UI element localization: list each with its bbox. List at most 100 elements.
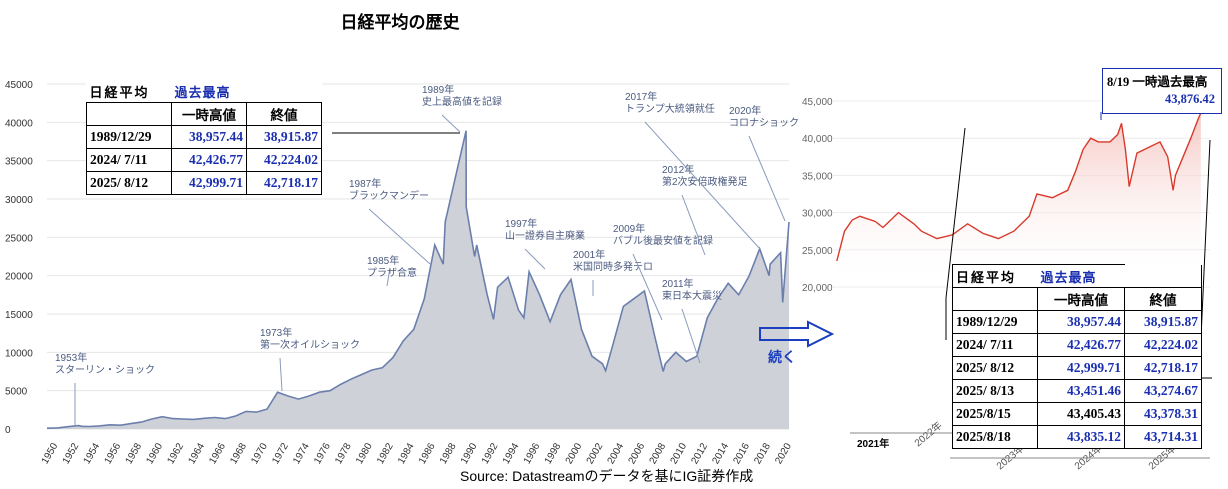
y-tick-label: 35000 [5, 157, 33, 168]
annotation-label: 史上最高値を記録 [422, 95, 502, 108]
y-tick-label: 40000 [5, 118, 33, 129]
annotation-label: 1997年 [505, 217, 537, 230]
table-header-intraday: 一時高値 [1037, 287, 1125, 311]
annotation-label: コロナショック [729, 117, 799, 129]
annotation-leader [279, 357, 283, 392]
continue-label: 続く [768, 350, 796, 366]
y-tick-label: 40,000 [802, 134, 833, 145]
x-tick-label: 2021年 [857, 437, 889, 450]
annotation-leader [386, 267, 391, 287]
table-cell-intraday: 43,405.43 [1037, 402, 1125, 426]
table-row: 1989/12/29 38,957.44 38,915.87 [952, 310, 1202, 334]
annotation-label: ブラックマンデー [349, 189, 429, 202]
y-tick-label: 30000 [5, 195, 33, 206]
series-line [836, 112, 1202, 262]
annotation-label: 2001年 [573, 248, 605, 261]
table-cell-intraday: 42,999.71 [1037, 356, 1125, 380]
annotation-label: 山一證券自主廃業 [505, 229, 585, 242]
table-cell-close: 43,274.67 [1124, 379, 1202, 403]
y-tick-label: 0 [5, 425, 11, 436]
table-title: 日経平均 [956, 270, 1017, 286]
table-cell-date: 2024/ 7/11 [952, 333, 1038, 357]
y-tick-label: 10000 [5, 348, 33, 359]
table-cell-intraday: 43,835.12 [1037, 425, 1125, 449]
source-note: Source: Datastreamのデータを基にIG証券作成 [460, 468, 754, 484]
table-row: 2024/ 7/11 42,426.77 42,224.02 [952, 333, 1202, 357]
table-header-empty [952, 287, 1038, 311]
callout-line1: 8/19 一時過去最高 [1107, 75, 1208, 89]
table-row: 2025/ 8/13 43,451.46 43,274.67 [952, 379, 1202, 403]
table-title: 日経平均 [89, 85, 150, 101]
table-cell-intraday: 38,957.44 [1037, 310, 1125, 334]
y-tick-label: 45000 [5, 80, 33, 91]
table-row: 2024/ 7/11 42,426.77 42,224.02 [86, 148, 322, 172]
area-fill [836, 113, 1201, 287]
table-cell-date: 2025/ 8/12 [86, 171, 172, 195]
x-tick-label: 2022年 [912, 419, 945, 450]
table-row: 2025/ 8/12 42,999.71 42,718.17 [952, 356, 1202, 380]
table-connector [945, 127, 966, 340]
table-title-blue: 過去最高 [1040, 270, 1097, 286]
table-cell-close: 43,378.31 [1124, 402, 1202, 426]
table-title-blue: 過去最高 [174, 85, 231, 101]
record-table-left: 日経平均 過去最高 一時高値 終値 1989/12/29 38,957.44 38,… [86, 80, 322, 195]
annotation-leader [681, 194, 706, 256]
page-title: 日経平均の歴史 [340, 13, 460, 33]
table-cell-close: 42,718.17 [1124, 356, 1202, 380]
table-cell-intraday: 38,957.44 [171, 125, 247, 149]
annotation-leader [441, 114, 461, 133]
annotation-label: 米国同時多発テロ [573, 260, 653, 273]
record-table-right: 日経平均 過去最高 一時高値 終値 1989/12/29 38,957.44 38,… [952, 264, 1202, 449]
annotation-leader [368, 208, 431, 265]
annotation-label: 第2次安倍政権発足 [662, 175, 748, 188]
table-cell-close: 42,224.02 [1124, 333, 1202, 357]
y-tick-label: 20000 [5, 272, 33, 283]
table-title-cell: 日経平均 [87, 80, 172, 103]
table-cell-date: 2025/8/15 [952, 402, 1038, 426]
table-cell-close: 38,915.87 [1124, 310, 1202, 334]
annotation-label: 東日本大震災 [662, 289, 722, 302]
series-line [46, 130, 790, 429]
annotation-leader [644, 121, 761, 250]
annotation-label: 2020年 [729, 104, 761, 117]
annotation-label: 1973年 [260, 326, 292, 339]
table-title-empty [1124, 264, 1202, 288]
table-cell-date: 1989/12/29 [952, 310, 1038, 334]
table-cell-close: 43,714.31 [1124, 425, 1202, 449]
y-tick-label: 25000 [5, 233, 33, 244]
table-cell-date: 2025/8/18 [952, 425, 1038, 449]
annotation-label: 1985年 [367, 254, 399, 267]
y-tick-label: 20,000 [802, 283, 833, 294]
table-cell-intraday: 43,451.46 [1037, 379, 1125, 403]
table-cell-date: 2025/ 8/12 [952, 356, 1038, 380]
annotation-leader [524, 248, 546, 270]
table-row: 2025/ 8/12 42,999.71 42,718.17 [86, 171, 322, 195]
area-fill [47, 130, 789, 429]
table-title-blue-cell: 過去最高 [172, 80, 322, 103]
table-title-blue-cell: 過去最高 [1037, 264, 1125, 288]
annotation-label: バブル後最安値を記録 [613, 234, 713, 247]
table-row: 2025/8/18 43,835.12 43,714.31 [952, 425, 1202, 449]
y-tick-label: 45,000 [802, 97, 833, 108]
annotation-label: 1953年 [55, 351, 87, 364]
continue-arrow-icon [759, 320, 835, 348]
annotation-label: 2009年 [613, 222, 645, 235]
record-callout: 8/19 一時過去最高 43,876.42 [1102, 68, 1222, 114]
table-cell-intraday: 42,999.71 [171, 171, 247, 195]
annotation-label: 2017年 [625, 90, 657, 103]
table-row: 2025/8/15 43,405.43 43,378.31 [952, 402, 1202, 426]
annotation-label: 1989年 [422, 83, 454, 96]
annotation-label: プラザ合意 [367, 266, 417, 279]
table-cell-close: 42,718.17 [246, 171, 322, 195]
callout-line2: 43,876.42 [1165, 92, 1215, 106]
y-tick-label: 15000 [5, 310, 33, 321]
annotation-label: トランプ大統領就任 [625, 102, 715, 115]
annotation-label: 2012年 [662, 163, 694, 176]
annotation-label: スターリン・ショック [55, 364, 155, 376]
annotation-label: 2011年 [662, 277, 694, 290]
table-cell-intraday: 42,426.77 [1037, 333, 1125, 357]
table-header-close: 終値 [1124, 287, 1202, 311]
annotation-leader [681, 308, 701, 364]
y-tick-label: 35,000 [802, 171, 833, 182]
